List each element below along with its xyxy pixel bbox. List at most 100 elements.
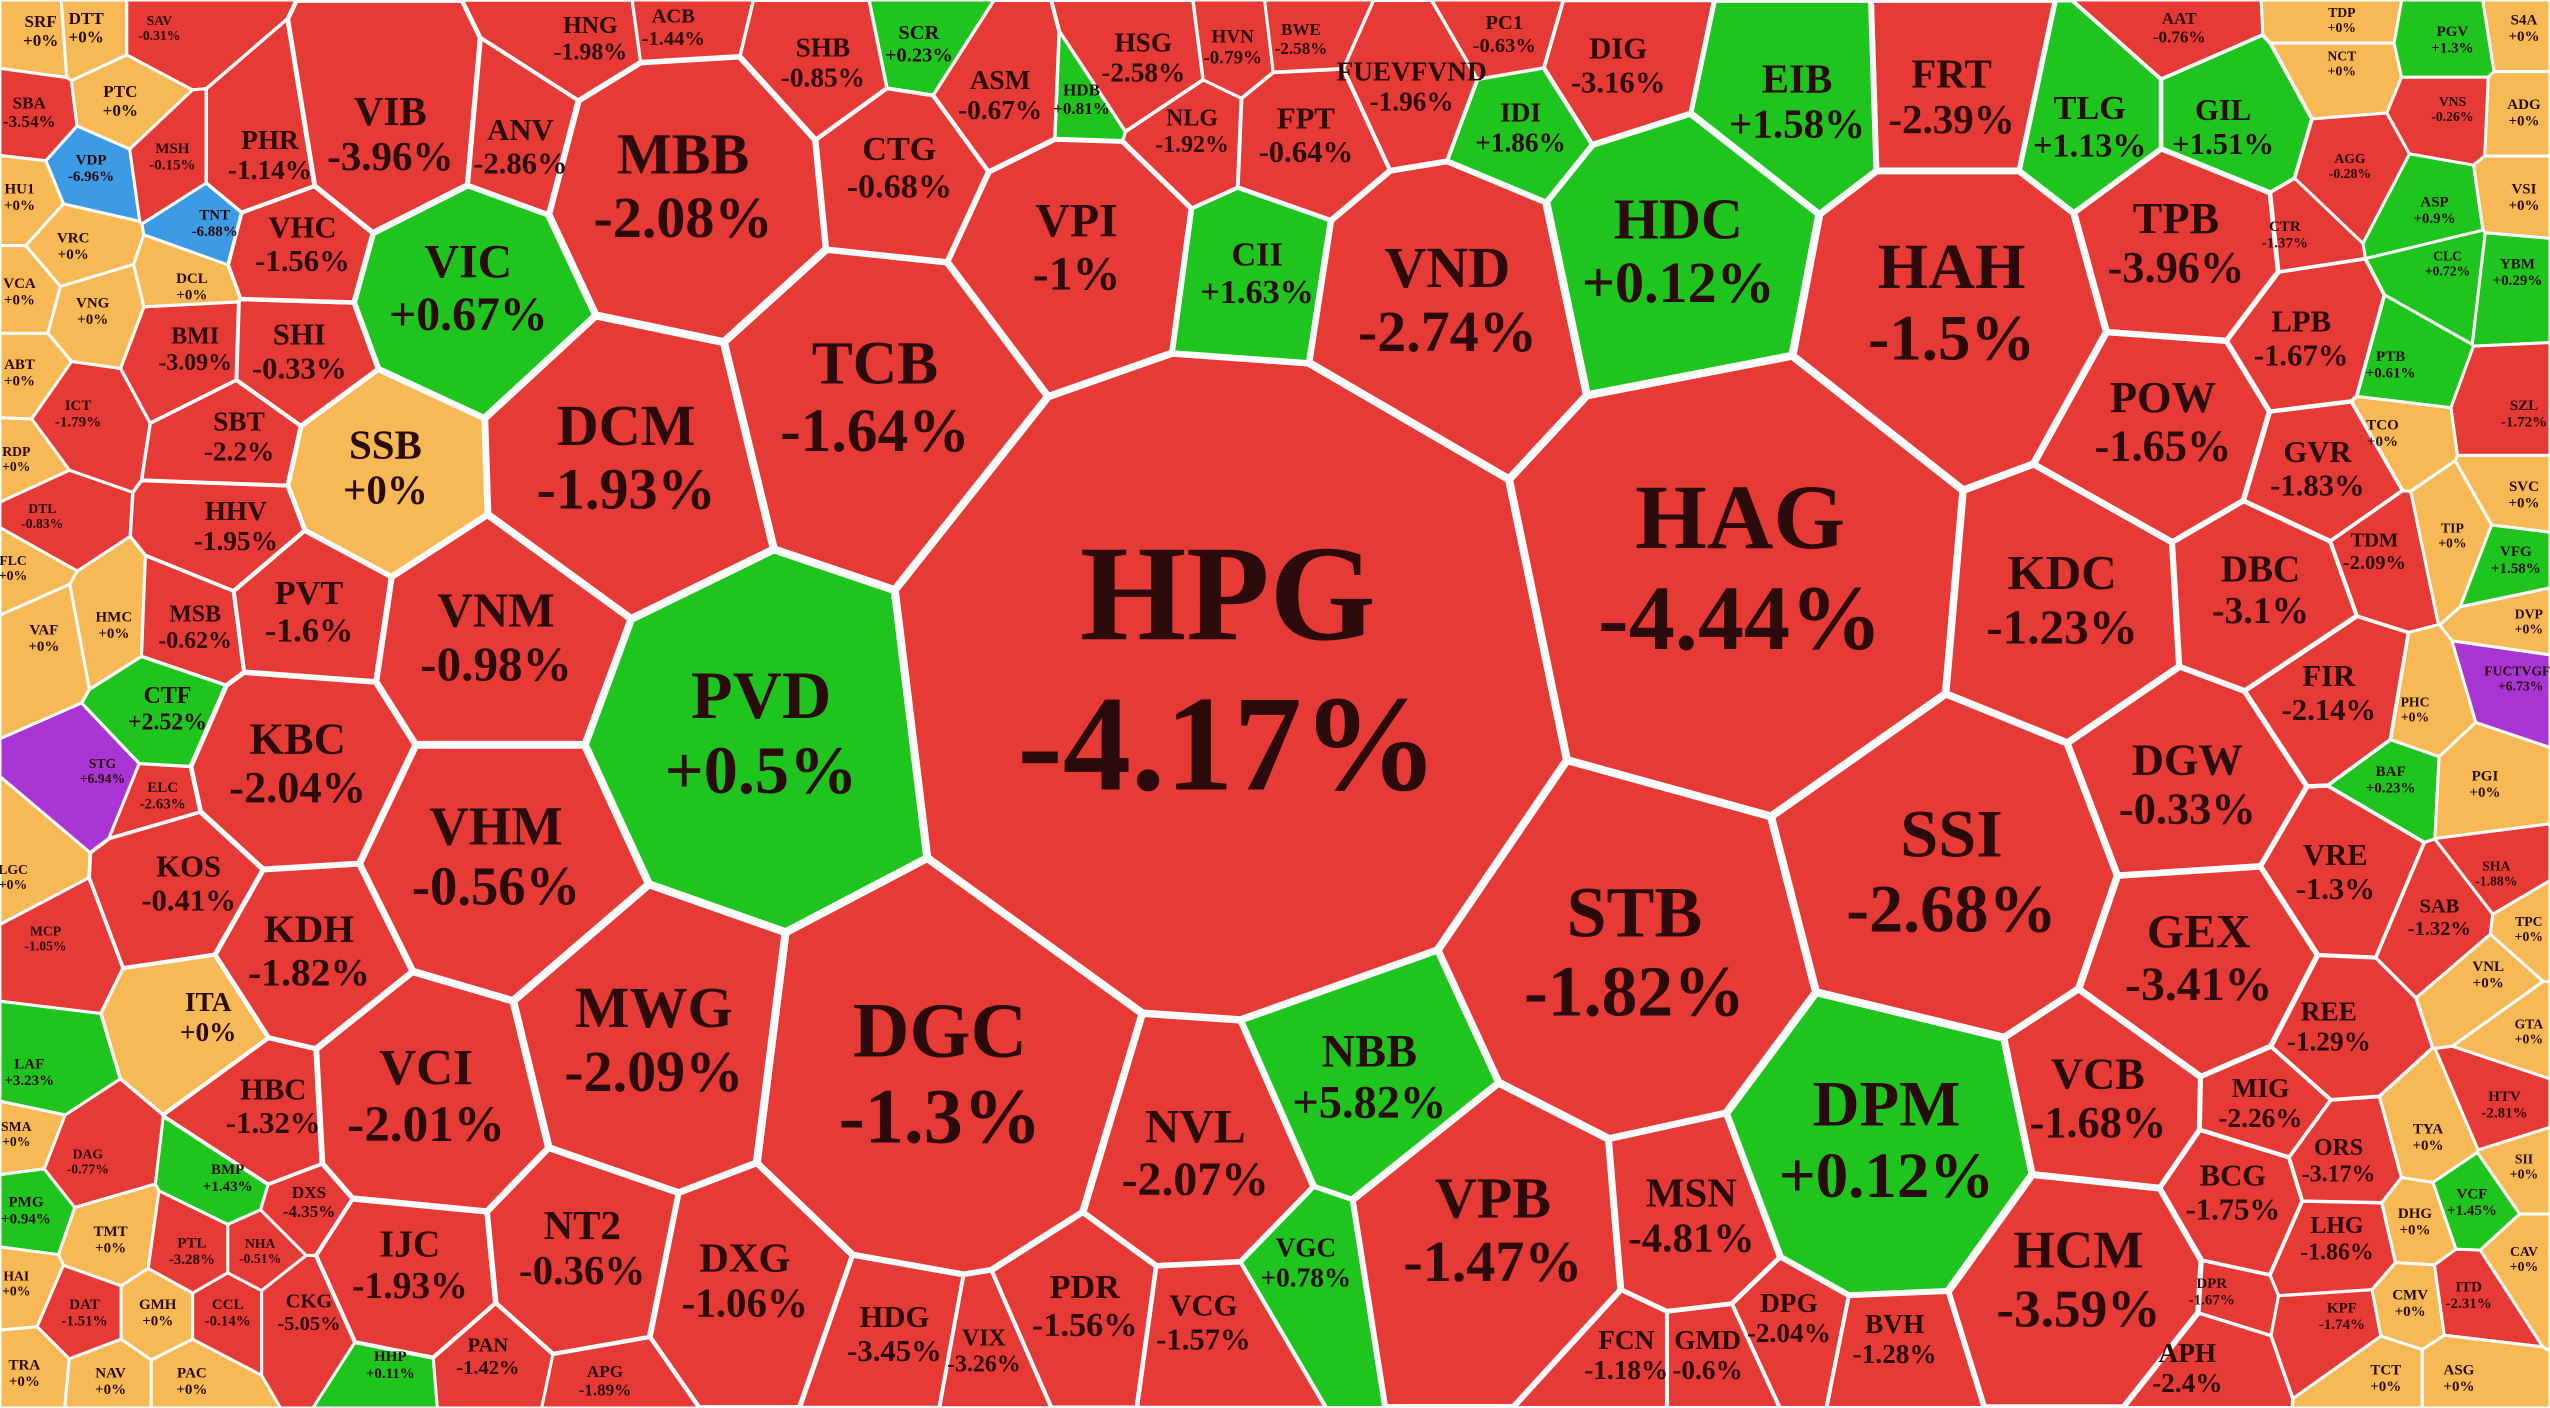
ticker: FCN (1598, 1325, 1654, 1355)
change: +1.13% (2033, 128, 2147, 165)
change: -1.28% (1853, 1339, 1937, 1369)
change: -2.58% (1101, 57, 1185, 87)
change: +0% (343, 467, 428, 513)
change: -0.83% (21, 516, 63, 531)
ticker: CCL (212, 1297, 244, 1313)
change: -1.6% (265, 612, 353, 649)
ticker: DTT (69, 9, 105, 28)
change: -0.33% (252, 351, 347, 385)
ticker: AAT (2162, 9, 2197, 28)
stock-cell (1238, 1185, 1387, 1408)
change: -4.35% (283, 1202, 336, 1221)
change: +0.12% (1582, 250, 1775, 315)
change: +0% (2508, 496, 2539, 512)
ticker: HTV (2488, 1089, 2521, 1105)
ticker: SAV (147, 13, 173, 28)
ticker: SII (2515, 1151, 2533, 1166)
change: +0% (95, 1241, 126, 1257)
ticker: LHG (2310, 1213, 2363, 1239)
ticker: SSB (349, 421, 422, 467)
ticker: CMV (2392, 1287, 2428, 1303)
ticker: VSI (2511, 182, 2536, 198)
change: -2.39% (1888, 96, 2014, 142)
ticker: PC1 (1486, 12, 1524, 34)
change: +1.58% (1729, 101, 1865, 147)
change: +0% (2515, 622, 2543, 637)
ticker: VFG (2500, 544, 2532, 560)
stock-cell (867, 0, 996, 97)
ticker: BAF (2376, 764, 2406, 780)
change: +0% (2399, 1223, 2430, 1239)
change: -1.32% (226, 1106, 321, 1140)
change: -1.32% (2408, 918, 2471, 940)
stock-cell (68, 535, 147, 691)
change: +0% (176, 1382, 207, 1398)
change: -0.76% (2153, 28, 2206, 47)
change: +0% (28, 639, 59, 655)
ticker: SHA (2482, 859, 2510, 874)
change: +0% (2438, 535, 2466, 550)
change: -3.09% (158, 350, 232, 376)
change: -1.64% (780, 397, 970, 465)
change: -0.62% (158, 628, 232, 654)
change: +0% (2469, 785, 2500, 801)
change: -2.07% (1122, 1153, 1269, 1206)
change: -1.92% (1155, 132, 1229, 158)
change: -0.31% (138, 28, 180, 43)
ticker: LAF (14, 1057, 44, 1073)
change: +0% (2412, 1138, 2443, 1154)
change: +1.86% (1475, 127, 1566, 157)
ticker: VIC (425, 235, 513, 288)
ticker: VRE (2303, 838, 2368, 872)
ticker: AGG (2334, 151, 2366, 166)
ticker: HCM (2013, 1221, 2143, 1280)
ticker: VCG (1169, 1289, 1237, 1323)
ticker: TNT (199, 208, 230, 224)
change: -1.47% (1403, 1229, 1582, 1294)
change: +0% (2508, 198, 2539, 214)
stock-cell (146, 1189, 230, 1295)
ticker: HDG (859, 1300, 929, 1334)
change: -0.15% (149, 157, 195, 173)
change: +0.23% (885, 45, 953, 67)
change: +0.61% (2366, 366, 2416, 382)
ticker: VNG (76, 295, 110, 311)
change: -1.68% (2029, 1097, 2166, 1147)
change: -1.3% (839, 1073, 1042, 1160)
change: -2.09% (564, 1039, 743, 1104)
ticker: DPG (1760, 1288, 1818, 1318)
ticker: KBC (250, 713, 346, 763)
change: -1.5% (1868, 303, 2036, 375)
change: +0% (0, 877, 27, 892)
ticker: PHR (241, 125, 299, 155)
ticker: SVC (2509, 479, 2539, 495)
ticker: YBM (2500, 256, 2535, 272)
change: -2.4% (2152, 1368, 2223, 1398)
change: +0% (2395, 1304, 2426, 1320)
ticker: S4A (2511, 12, 2538, 28)
ticker: HAI (3, 1268, 29, 1283)
ticker: DTL (28, 501, 56, 516)
ticker: VNS (2439, 94, 2467, 109)
change: -3.96% (327, 133, 453, 179)
change: -2.68% (1846, 870, 2057, 946)
ticker: VPI (1035, 195, 1117, 248)
change: -1% (1033, 247, 1121, 300)
ticker: DIG (1589, 31, 1647, 65)
change: -2.58% (1275, 39, 1328, 58)
ticker: APH (2159, 1338, 2217, 1368)
ticker: TDM (2350, 529, 2398, 551)
ticker: PAC (177, 1366, 207, 1382)
ticker: GEX (2147, 905, 2251, 958)
change: +1.45% (2447, 1203, 2497, 1219)
change: -1.98% (554, 39, 628, 65)
ticker: ADG (2507, 97, 2541, 113)
change: +0% (103, 101, 138, 120)
change: +0% (0, 568, 27, 583)
ticker: PGI (2472, 769, 2499, 785)
change: +0% (2370, 1379, 2401, 1395)
ticker: ORS (2314, 1135, 2363, 1161)
change: -1.18% (1584, 1355, 1668, 1385)
change: +0.11% (366, 1366, 415, 1382)
change: +0.67% (389, 288, 548, 341)
